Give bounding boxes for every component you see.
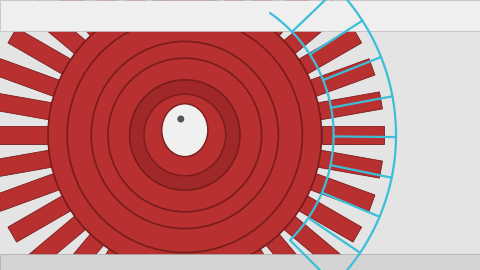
Polygon shape [50,0,104,36]
Polygon shape [322,126,384,144]
Polygon shape [78,0,124,21]
Polygon shape [0,150,51,178]
Circle shape [144,94,226,176]
Circle shape [177,116,184,123]
Circle shape [130,80,240,190]
Polygon shape [246,249,292,270]
Polygon shape [200,268,228,270]
Polygon shape [27,216,85,270]
Polygon shape [0,174,59,211]
Polygon shape [78,249,124,270]
Circle shape [48,0,322,270]
Polygon shape [0,92,51,120]
Polygon shape [266,234,320,270]
Polygon shape [50,234,104,270]
Polygon shape [266,0,320,36]
FancyBboxPatch shape [0,254,480,270]
Polygon shape [8,28,71,74]
Circle shape [108,58,262,212]
Polygon shape [284,216,343,270]
Polygon shape [0,126,48,144]
Polygon shape [311,174,375,211]
Polygon shape [246,0,292,21]
Polygon shape [318,92,383,120]
Polygon shape [284,0,343,54]
Polygon shape [108,261,146,270]
Polygon shape [8,196,71,242]
Polygon shape [224,0,261,9]
Polygon shape [142,268,169,270]
Polygon shape [224,261,261,270]
Polygon shape [108,0,146,9]
Polygon shape [299,28,361,74]
Polygon shape [200,0,228,2]
Polygon shape [299,196,361,242]
Polygon shape [142,0,169,2]
Polygon shape [0,59,59,96]
Polygon shape [311,59,375,96]
Polygon shape [318,150,383,178]
FancyBboxPatch shape [0,0,480,31]
Ellipse shape [162,104,208,157]
Polygon shape [27,0,85,54]
